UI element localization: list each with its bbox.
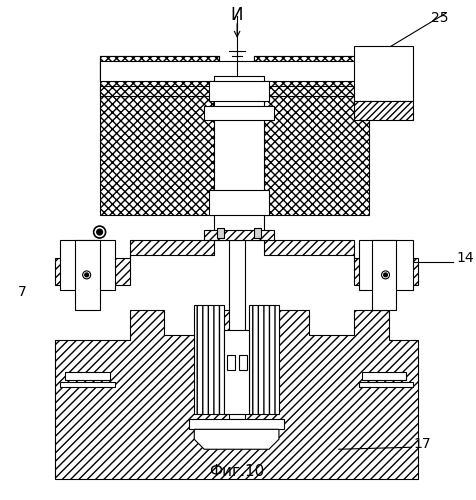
Polygon shape [227,354,235,370]
Polygon shape [60,240,114,290]
Polygon shape [204,230,273,240]
Circle shape [93,226,105,238]
Circle shape [97,229,102,235]
Polygon shape [254,56,368,215]
Polygon shape [209,190,268,215]
Polygon shape [358,382,413,388]
Polygon shape [209,80,268,100]
Polygon shape [99,60,378,80]
Polygon shape [248,305,278,414]
Text: 25: 25 [430,11,447,25]
Polygon shape [353,100,413,120]
Polygon shape [358,240,413,290]
Circle shape [381,271,389,279]
Circle shape [383,273,387,277]
Polygon shape [214,76,263,240]
Polygon shape [55,310,417,479]
Polygon shape [189,420,283,430]
Circle shape [82,271,90,279]
Text: 17: 17 [413,438,430,452]
Text: Фиг.10: Фиг.10 [209,464,264,479]
Polygon shape [194,305,224,414]
Polygon shape [361,372,406,380]
Polygon shape [217,228,224,238]
Circle shape [85,273,89,277]
Polygon shape [99,56,218,215]
Polygon shape [55,240,214,285]
Polygon shape [371,240,396,310]
Polygon shape [254,56,378,96]
Polygon shape [228,120,245,420]
Polygon shape [199,434,273,440]
Polygon shape [238,354,247,370]
Polygon shape [60,382,114,388]
Polygon shape [99,56,218,96]
Polygon shape [65,372,109,380]
Polygon shape [353,46,413,100]
Polygon shape [194,430,278,449]
Polygon shape [75,240,99,310]
Polygon shape [254,228,260,238]
Text: 7: 7 [18,285,27,299]
Polygon shape [224,330,248,414]
Text: 14: 14 [456,251,473,265]
Polygon shape [99,86,378,96]
Polygon shape [204,106,273,120]
Text: И: И [230,6,243,24]
Polygon shape [263,240,417,285]
